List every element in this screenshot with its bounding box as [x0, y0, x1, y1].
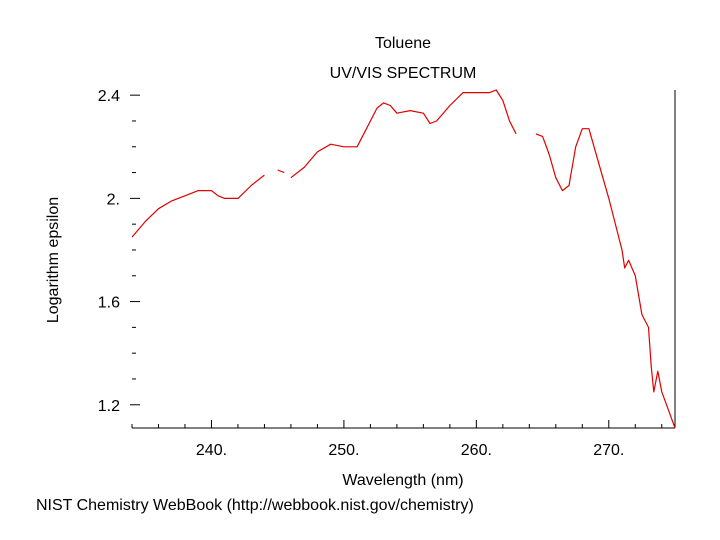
spectrum-line-segment — [277, 169, 285, 174]
spectrum-line-segment — [290, 89, 517, 179]
chart-title: Toluene — [375, 35, 431, 52]
spectrum-series — [131, 89, 676, 429]
y-tick-label: 1.6 — [98, 295, 120, 312]
chart-subtitle: UV/VIS SPECTRUM — [330, 65, 477, 82]
x-axis-label: Wavelength (nm) — [342, 472, 463, 489]
x-axis-ticks: 240. 250. 260. 270. — [131, 420, 663, 459]
x-tick-label: 240. — [196, 442, 227, 459]
spectrum-line-segment — [131, 174, 265, 238]
x-tick-label: 250. — [328, 442, 359, 459]
y-tick-label: 2.4 — [98, 88, 120, 105]
y-tick-label: 2. — [107, 191, 120, 208]
x-tick-label: 260. — [461, 442, 492, 459]
y-axis-label: Logarithm epsilon — [45, 197, 62, 323]
y-axis-ticks: 2.4 2. 1.6 1.2 — [98, 88, 140, 415]
spectrum-line-segment — [535, 128, 676, 429]
y-tick-label: 1.2 — [98, 398, 120, 415]
footer-credit: NIST Chemistry WebBook (http://webbook.n… — [36, 497, 474, 514]
x-tick-label: 270. — [593, 442, 624, 459]
